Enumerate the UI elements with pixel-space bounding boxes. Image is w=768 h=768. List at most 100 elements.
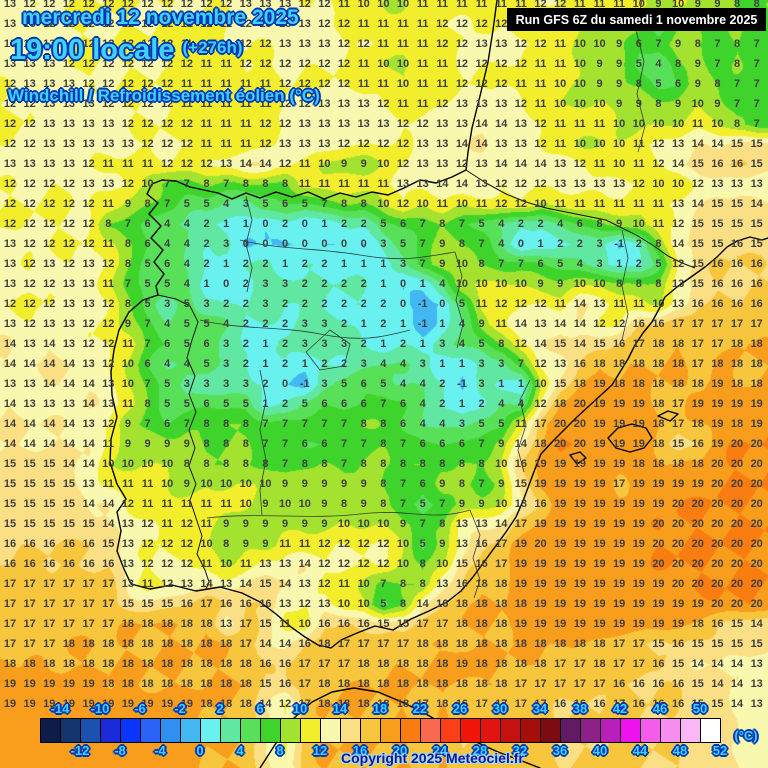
grid-value: 12: [514, 38, 528, 50]
grid-value: 12: [377, 558, 390, 570]
grid-value: 8: [439, 218, 446, 230]
grid-value: 12: [495, 198, 508, 210]
grid-value: 2: [242, 298, 249, 310]
grid-value: 7: [478, 478, 485, 490]
grid-value: 13: [318, 598, 331, 610]
grid-value: 16: [671, 678, 685, 690]
grid-value: 16: [652, 698, 665, 710]
grid-value: 11: [122, 398, 134, 410]
grid-value: 14: [573, 318, 586, 330]
grid-value: 8: [262, 458, 269, 470]
grid-value: 15: [711, 638, 724, 650]
grid-value: 14: [455, 138, 469, 150]
grid-value: 7: [478, 238, 485, 250]
grid-value: 12: [278, 158, 292, 170]
grid-value: 17: [62, 618, 76, 630]
grid-value: 12: [141, 38, 154, 50]
forecast-offset-label: (+276h): [182, 38, 243, 57]
grid-value: 12: [534, 0, 547, 10]
grid-value: 16: [534, 498, 547, 510]
grid-value: 18: [455, 618, 469, 630]
grid-value: 11: [613, 198, 625, 210]
grid-value: 9: [478, 318, 485, 330]
grid-value: 4: [439, 418, 446, 430]
grid-value: 19: [514, 558, 528, 570]
grid-value: 13: [62, 138, 76, 150]
grid-value: 11: [593, 158, 606, 170]
grid-value: 17: [671, 318, 685, 330]
grid-value: 17: [43, 618, 56, 630]
grid-value: 9: [616, 98, 623, 110]
grid-value: 9: [498, 438, 505, 450]
grid-value: 16: [711, 298, 724, 310]
grid-value: 17: [43, 638, 56, 650]
grid-value: 18: [200, 658, 213, 670]
grid-value: 16: [671, 698, 685, 710]
grid-value: 13: [102, 138, 115, 150]
grid-value: 15: [3, 498, 17, 510]
grid-value: 7: [321, 418, 328, 430]
grid-value: 12: [671, 218, 685, 230]
parameter-label: Windchill / Refroidissement éolien (°C): [8, 86, 320, 105]
grid-value: 8: [124, 298, 131, 310]
grid-value: 4: [498, 238, 505, 250]
grid-value: 2: [301, 258, 308, 270]
grid-value: 12: [3, 298, 17, 310]
grid-value: 8: [714, 78, 721, 90]
grid-value: 14: [3, 418, 17, 430]
grid-value: 20: [711, 478, 724, 490]
grid-value: 19: [573, 558, 586, 570]
grid-value: 14: [514, 438, 528, 450]
grid-value: 12: [141, 558, 154, 570]
grid-value: 6: [340, 398, 348, 410]
grid-value: 5: [478, 418, 485, 430]
grid-value: 4: [419, 398, 426, 410]
grid-value: 11: [102, 158, 115, 170]
grid-value: 2: [242, 318, 249, 330]
grid-value: 13: [534, 318, 547, 330]
grid-value: 16: [730, 258, 744, 270]
grid-value: 13: [298, 38, 311, 50]
grid-value: 7: [419, 218, 426, 230]
grid-value: 9: [537, 278, 544, 290]
grid-value: 12: [220, 0, 233, 10]
grid-value: 18: [495, 618, 508, 630]
grid-value: 9: [124, 418, 131, 430]
scale-label: 14: [332, 701, 348, 716]
grid-value: 2: [340, 278, 348, 290]
grid-value: 12: [298, 98, 311, 110]
grid-value: 12: [23, 238, 36, 250]
grid-value: 3: [223, 378, 230, 390]
grid-value: 9: [498, 478, 505, 490]
grid-value: 10: [632, 218, 645, 230]
grid-value: 10: [416, 198, 429, 210]
grid-value: 5: [183, 338, 190, 350]
grid-value: 7: [733, 78, 741, 90]
grid-value: 10: [455, 258, 469, 270]
grid-value: 19: [534, 618, 547, 630]
grid-value: 1: [301, 358, 308, 370]
grid-value: 13: [220, 158, 233, 170]
grid-value: 19: [573, 458, 586, 470]
copyright-label: Copyright 2025 Meteociel.fr: [341, 750, 524, 766]
grid-value: 16: [593, 698, 606, 710]
scale-cell: [261, 719, 281, 742]
grid-value: 13: [102, 118, 115, 130]
grid-value: 11: [220, 118, 232, 130]
grid-value: 18: [455, 638, 469, 650]
grid-value: 12: [632, 178, 645, 190]
grid-value: 11: [102, 198, 115, 210]
grid-value: 0: [301, 238, 308, 250]
grid-value: 13: [357, 98, 370, 110]
grid-value: 9: [616, 38, 623, 50]
grid-value: 12: [23, 218, 36, 230]
grid-value: 15: [43, 458, 56, 470]
grid-value: 11: [181, 98, 193, 110]
grid-value: 12: [23, 318, 36, 330]
grid-value: 13: [121, 538, 135, 550]
grid-value: 13: [62, 98, 76, 110]
grid-value: 17: [514, 698, 528, 710]
grid-value: 19: [613, 578, 626, 590]
grid-value: 15: [711, 198, 724, 210]
grid-value: 12: [102, 0, 115, 10]
